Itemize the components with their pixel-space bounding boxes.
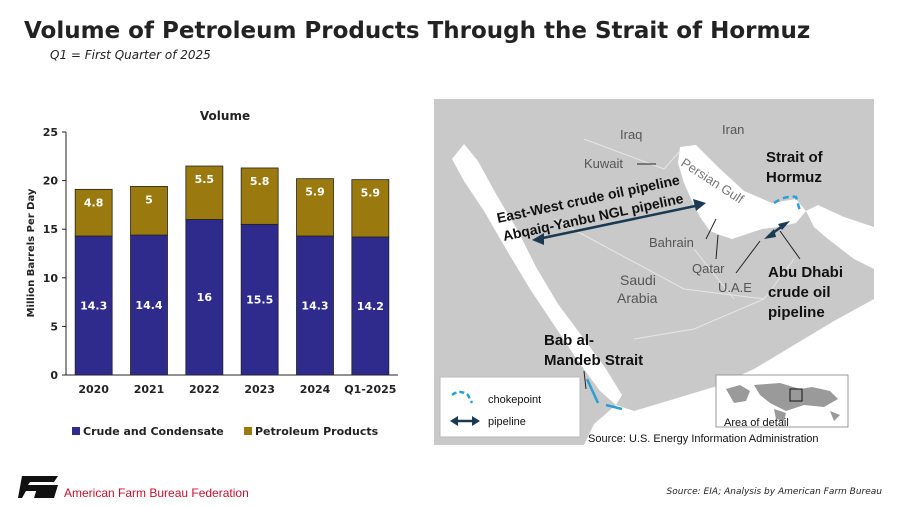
data-label: 5.9 [361,187,381,200]
label-abu-dhabi-1: Abu Dhabi [768,264,843,281]
legend-swatch [244,427,252,435]
bar-products-2020 [74,188,113,237]
x-tick-label: 2023 [244,383,275,396]
label-bab-2: Mandeb Strait [544,352,643,369]
label-strait-of-hormuz-2: Hormuz [766,169,822,186]
x-tick-label: 2024 [300,383,331,396]
pipeline-arrowhead-west [532,233,544,245]
bar-products-Q1-2025 [351,179,390,238]
y-tick-label: 0 [50,369,58,382]
data-label: 14.3 [301,300,328,313]
uae-leader [735,240,761,274]
y-tick-label: 5 [50,320,58,333]
data-label: 5.8 [250,175,270,188]
legend-pipeline-label: pipeline [488,416,526,428]
abu-dhabi-leader [779,230,801,260]
legend-swatch [72,427,80,435]
bahrain-leader [705,218,717,240]
bar-crude-2022 [185,219,224,376]
bar-products-2022 [185,165,224,220]
persian-gulf-water [678,145,806,239]
data-label: 5.9 [305,186,325,199]
page-subtitle: Q1 = First Quarter of 2025 [50,48,211,62]
legend-pipeline-arrow-right [472,416,480,426]
strait-of-hormuz-map: Iraq Iran Kuwait Persian Gulf Strait of … [434,99,874,445]
inset-detail-box [789,388,803,402]
label-iran: Iran [722,122,744,137]
x-tick-label: 2022 [189,383,220,396]
label-bab-1: Bab al- [544,332,594,349]
footer-source: Source: EIA; Analysis by American Farm B… [666,487,882,497]
data-label: 14.2 [357,300,384,313]
bab-chokepoint [585,378,623,411]
legend-label: Petroleum Products [255,425,379,438]
bab-leader [583,370,587,390]
hormuz-chokepoint [773,195,802,212]
x-tick-label: 2020 [78,383,109,396]
legend-chokepoint-label: chokepoint [488,394,541,406]
inset-world-land [726,383,840,421]
data-label: 5 [145,193,153,206]
abu-dhabi-arrowhead-2 [778,221,790,230]
abu-dhabi-arrowhead-1 [764,229,776,239]
bar-products-2021 [130,186,168,236]
legend-pipeline-arrow-left [450,416,458,426]
data-label: 4.8 [84,196,104,209]
label-abu-dhabi-2: crude oil [768,284,831,301]
x-tick-label: Q1-2025 [344,383,396,396]
y-tick-label: 25 [43,126,58,139]
bar-crude-2024 [296,235,334,376]
volume-bar-chart: Volume Million Barrels Per Day 051015202… [26,109,398,438]
data-label: 16 [197,291,213,304]
afbf-logo [18,476,58,498]
data-label: 5.5 [195,173,215,186]
y-axis-label: Million Barrels Per Day [26,188,37,317]
data-label: 14.4 [135,299,162,312]
legend-label: Crude and Condensate [83,425,224,438]
label-strait-of-hormuz-1: Strait of [766,149,824,166]
label-iraq: Iraq [620,127,642,142]
label-kuwait: Kuwait [584,156,623,171]
y-tick-label: 20 [43,175,59,188]
label-bahrain: Bahrain [649,235,694,250]
y-tick-label: 10 [43,272,59,285]
data-label: 15.5 [246,294,273,307]
organization-name: American Farm Bureau Federation [64,486,249,500]
label-saudi-2: Arabia [617,290,658,306]
bar-products-2024 [296,178,334,237]
legend-chokepoint-icon [451,390,474,404]
x-tick-label: 2021 [134,383,165,396]
map-legend [439,376,581,438]
y-tick-label: 15 [43,223,58,236]
bar-crude-Q1-2025 [351,236,390,376]
page-title: Volume of Petroleum Products Through the… [24,18,811,44]
label-qatar: Qatar [692,261,725,276]
east-west-pipeline-arrow [537,203,701,241]
pipeline-arrowhead-east [693,199,706,211]
red-sea [452,144,622,405]
data-label: 14.3 [80,300,107,313]
bar-products-2023 [240,167,279,225]
label-abu-dhabi-3: pipeline [768,304,825,321]
gulf-of-oman [806,205,874,269]
chart-title: Volume [200,109,250,123]
bar-crude-2021 [130,234,168,376]
label-uae: U.A.E [718,280,752,295]
bar-crude-2020 [74,235,113,376]
label-saudi-1: Saudi [620,272,656,288]
label-area-of-detail: Area of detail [724,417,789,429]
country-borders [553,138,795,340]
qatar-leader [715,234,719,260]
map-source: Source: U.S. Energy Information Administ… [588,433,819,445]
